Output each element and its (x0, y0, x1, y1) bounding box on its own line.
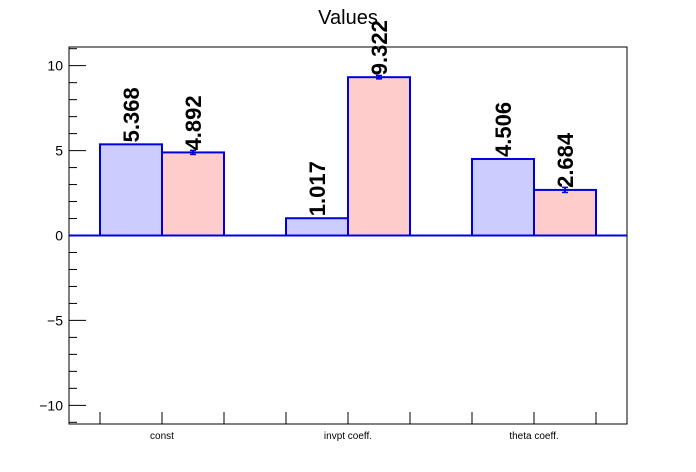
bar (347, 76, 411, 237)
y-tick-label: −10 (39, 397, 63, 413)
bar (471, 157, 535, 237)
data-label: 9.322 (367, 20, 392, 75)
chart-title: Values (318, 7, 378, 29)
x-category-label: theta coeff. (509, 431, 558, 442)
x-category-label: const (150, 431, 174, 442)
plot-area: −10 −5 0 5 10 const invpt coeff. theta coeff. 5.… (39, 20, 628, 442)
y-tick-label: 5 (55, 143, 63, 159)
bar (285, 217, 349, 237)
bar (533, 188, 597, 237)
y-tick-label: 0 (55, 228, 63, 244)
bar (161, 151, 225, 237)
y-tick-label: 10 (47, 58, 63, 74)
bar (99, 143, 163, 237)
data-label: 4.892 (181, 95, 206, 150)
data-label: 4.506 (491, 102, 516, 157)
data-label: 5.368 (119, 87, 144, 142)
y-tick-label: −5 (47, 312, 63, 328)
data-label: 2.684 (553, 132, 578, 188)
data-label: 1.017 (305, 161, 330, 216)
x-category-label: invpt coeff. (324, 431, 372, 442)
